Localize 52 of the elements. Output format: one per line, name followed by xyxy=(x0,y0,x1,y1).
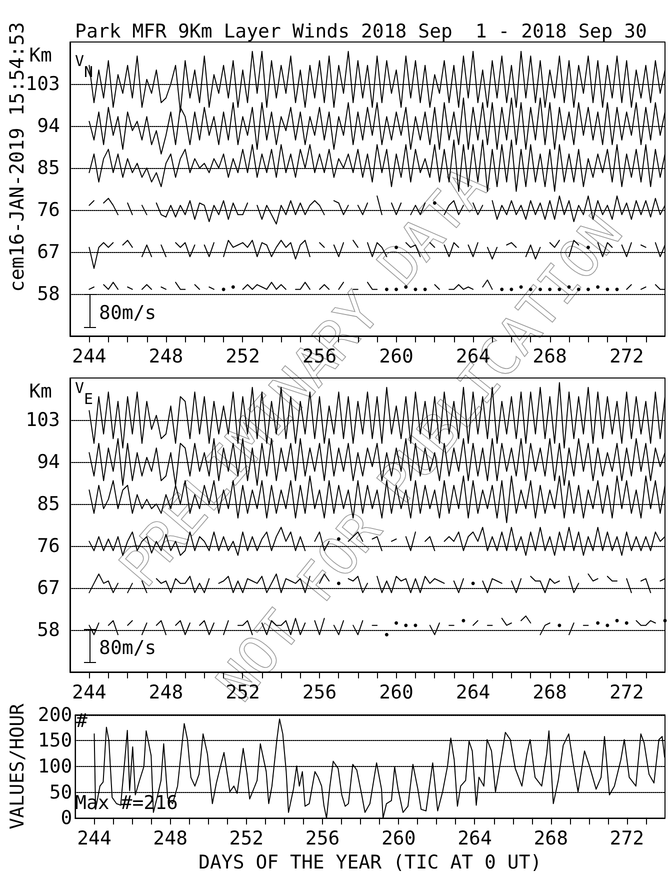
y-tick-label: 200 xyxy=(38,704,72,726)
point xyxy=(663,618,667,622)
y-axis-title: Km xyxy=(29,380,52,402)
x-tick-label: 268 xyxy=(532,682,568,704)
point xyxy=(462,618,466,622)
point xyxy=(596,621,600,625)
x-tick-label: 264 xyxy=(458,828,492,850)
x-tick-label: 244 xyxy=(72,682,106,704)
y-tick-label: 58 xyxy=(37,283,60,305)
y-tick-label: 76 xyxy=(37,199,60,221)
x-tick-label: 244 xyxy=(72,346,106,368)
annotation: 80m/s xyxy=(99,636,156,658)
y-tick-label: 0 xyxy=(60,807,72,830)
point xyxy=(394,621,398,625)
x-tick-label: 248 xyxy=(153,828,188,850)
x-tick-label: 256 xyxy=(302,682,337,704)
point xyxy=(615,618,619,622)
point xyxy=(471,582,475,586)
x-tick-label: 256 xyxy=(305,828,340,850)
y-axis-title: VALUES/HOUR xyxy=(6,702,28,830)
x-tick-label: 260 xyxy=(381,828,416,850)
x-tick-label: 264 xyxy=(456,682,490,704)
point xyxy=(414,624,418,628)
chart-title: Park MFR 9Km Layer Winds 2018 Sep 1 - 2018 Sep 30 xyxy=(75,20,647,42)
x-tick-label: 260 xyxy=(379,682,414,704)
y-tick-label: 85 xyxy=(37,493,60,515)
y-tick-label: 67 xyxy=(37,577,60,599)
y-tick-label: 103 xyxy=(26,73,60,95)
x-axis-title: DAYS OF THE YEAR (TIC AT 0 UT) xyxy=(198,852,542,874)
point xyxy=(624,621,628,625)
y-tick-label: 103 xyxy=(26,409,60,431)
y-axis-title: Km xyxy=(29,44,52,66)
x-tick-label: 244 xyxy=(77,828,112,850)
point xyxy=(404,624,408,628)
y-tick-label: 150 xyxy=(38,730,72,752)
y-tick-label: 94 xyxy=(37,451,60,473)
y-tick-label: 76 xyxy=(37,535,60,557)
x-tick-label: 272 xyxy=(610,828,644,850)
x-tick-label: 248 xyxy=(148,682,184,704)
x-tick-label: 268 xyxy=(534,828,568,850)
y-tick-label: 58 xyxy=(37,619,60,641)
text: cem16-JAN-2019 15:54:53 xyxy=(4,22,28,292)
y-tick-label: 50 xyxy=(49,781,72,804)
y-tick-label: 85 xyxy=(37,157,60,179)
y-tick-label: 94 xyxy=(37,115,60,137)
point xyxy=(558,624,562,628)
y-tick-label: 67 xyxy=(37,241,60,263)
point xyxy=(606,624,610,628)
y-tick-label: 100 xyxy=(38,755,72,778)
point xyxy=(384,632,388,636)
x-tick-label: 272 xyxy=(609,682,644,704)
x-tick-label: 252 xyxy=(229,828,264,850)
